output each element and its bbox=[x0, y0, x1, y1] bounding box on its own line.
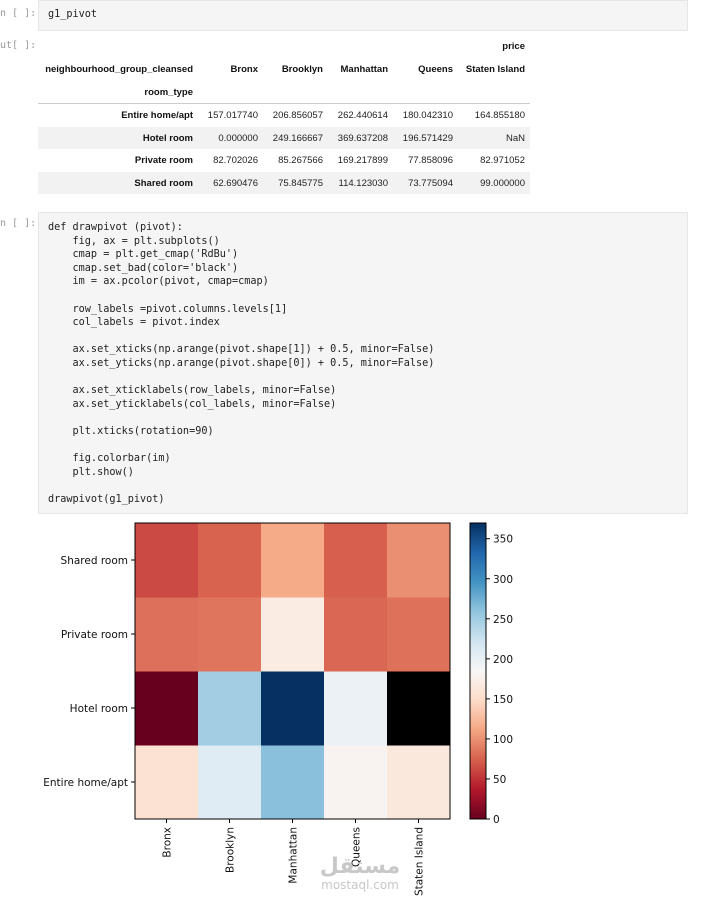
td: 0.000000 bbox=[218, 132, 258, 144]
code-line: cmap.set_bad(color='black') bbox=[48, 262, 239, 274]
heatmap-cell bbox=[261, 745, 325, 820]
colorbar-tick-label: 150 bbox=[493, 694, 513, 706]
x-tick-label: Staten Island bbox=[414, 827, 426, 896]
heatmap-cell bbox=[387, 597, 451, 672]
td: 180.042310 bbox=[402, 110, 453, 121]
td: 99.000000 bbox=[480, 177, 525, 189]
heatmap-cell bbox=[261, 671, 325, 746]
td: 85.267566 bbox=[278, 155, 323, 166]
td: 369.637208 bbox=[337, 132, 388, 144]
td: 196.571429 bbox=[402, 132, 453, 144]
code-line: ax.set_xticks(np.arange(pivot.shape[1]) … bbox=[48, 344, 435, 356]
td: 77.858096 bbox=[408, 155, 453, 166]
heatmap-cell bbox=[324, 597, 388, 672]
colorbar-tick-label: 350 bbox=[493, 534, 513, 546]
th: Queens bbox=[418, 64, 453, 75]
th: Bronx bbox=[230, 64, 258, 75]
heatmap-cell bbox=[387, 745, 451, 820]
heatmap-cell bbox=[198, 745, 262, 820]
th: Entire home/apt bbox=[121, 110, 193, 121]
x-tick-label: Queens bbox=[351, 827, 363, 867]
code-line: ax.set_xticklabels(row_labels, minor=Fal… bbox=[48, 385, 337, 397]
heatmap-cell bbox=[324, 523, 388, 598]
td: 262.440614 bbox=[337, 110, 388, 121]
input-prompt: n [ ]: bbox=[0, 218, 37, 229]
heatmap-cell bbox=[135, 745, 199, 820]
th: Hotel room bbox=[142, 132, 193, 144]
heatmap-cell bbox=[324, 671, 388, 746]
colorbar-tick-label: 0 bbox=[493, 814, 500, 826]
y-tick-label: Shared room bbox=[61, 555, 128, 567]
heatmap-cell bbox=[387, 671, 451, 746]
th: Private room bbox=[134, 155, 193, 166]
td: 206.856057 bbox=[272, 110, 323, 121]
th: Brooklyn bbox=[281, 64, 323, 75]
td: NaN bbox=[505, 132, 525, 144]
y-tick-label: Entire home/apt bbox=[43, 777, 128, 789]
code-line: col_labels = pivot.index bbox=[48, 317, 220, 329]
code-line: def drawpivot (pivot): bbox=[48, 222, 183, 233]
heatmap-cell bbox=[261, 597, 325, 672]
code-line: drawpivot(g1_pivot) bbox=[48, 494, 165, 505]
code-line: plt.xticks(rotation=90) bbox=[48, 426, 214, 437]
td: 164.855180 bbox=[474, 110, 525, 121]
input-prompt: n [ ]: bbox=[0, 8, 37, 19]
code-line: fig.colorbar(im) bbox=[48, 453, 171, 465]
code-line: ax.set_yticks(np.arange(pivot.shape[0]) … bbox=[48, 358, 435, 369]
y-tick-label: Private room bbox=[61, 629, 128, 641]
heatmap-cell bbox=[198, 597, 262, 672]
x-tick-label: Manhattan bbox=[288, 827, 300, 884]
code-line: im = ax.pcolor(pivot, cmap=cmap) bbox=[48, 276, 269, 288]
td: 157.017740 bbox=[207, 110, 258, 121]
table-row-bg bbox=[38, 171, 530, 194]
th: price bbox=[502, 41, 525, 52]
code-line: g1_pivot bbox=[48, 9, 98, 20]
colorbar bbox=[469, 522, 487, 820]
code-line: ax.set_yticklabels(col_labels, minor=Fal… bbox=[48, 398, 337, 410]
output-prompt: ut[ ]: bbox=[0, 40, 37, 51]
input-box bbox=[38, 0, 688, 31]
colorbar-tick-label: 300 bbox=[493, 574, 513, 586]
colorbar-tick-label: 100 bbox=[493, 734, 513, 746]
colorbar-tick-label: 250 bbox=[493, 614, 513, 626]
th: neighbourhood_group_cleansed bbox=[45, 64, 193, 75]
colorbar-tick-label: 50 bbox=[493, 774, 506, 786]
td: 62.690476 bbox=[213, 177, 258, 189]
td: 114.123030 bbox=[338, 177, 389, 189]
heatmap-cell bbox=[198, 523, 262, 598]
y-tick-label: Hotel room bbox=[70, 703, 128, 715]
code-line: fig, ax = plt.subplots() bbox=[48, 235, 220, 247]
heatmap-cell bbox=[324, 745, 388, 820]
heatmap-cell bbox=[387, 523, 451, 598]
td: 75.845775 bbox=[278, 177, 323, 189]
th: Shared room bbox=[134, 177, 193, 189]
td: 169.217899 bbox=[337, 155, 388, 166]
table-row-bg bbox=[38, 126, 530, 149]
x-tick-label: Brooklyn bbox=[225, 827, 237, 873]
watermark: مستقل bbox=[320, 854, 400, 879]
heatmap-cell bbox=[135, 597, 199, 672]
td: 73.775094 bbox=[408, 177, 453, 189]
code-line: cmap = plt.get_cmap('RdBu') bbox=[48, 249, 239, 261]
th: Manhattan bbox=[340, 64, 389, 75]
code-line: plt.show() bbox=[48, 466, 134, 478]
watermark: mostaql.com bbox=[321, 878, 399, 892]
heatmap-cell bbox=[135, 523, 199, 598]
td: 82.702026 bbox=[213, 155, 258, 166]
x-tick-label: Bronx bbox=[162, 827, 174, 858]
th: Staten Island bbox=[465, 64, 525, 75]
heatmap-figure: Entire home/apt Hotel room Private room Sha… bbox=[43, 522, 513, 896]
heatmap-cell bbox=[198, 671, 262, 746]
th: room_type bbox=[144, 87, 193, 98]
td: 249.166667 bbox=[272, 132, 323, 144]
table-rule bbox=[38, 103, 530, 104]
td: 82.971052 bbox=[480, 155, 525, 166]
heatmap-cell bbox=[261, 523, 325, 598]
input-box bbox=[38, 212, 688, 514]
heatmap-cell bbox=[135, 671, 199, 746]
colorbar-tick-label: 200 bbox=[493, 654, 513, 666]
code-line: row_labels =pivot.columns.levels[1] bbox=[48, 303, 288, 315]
